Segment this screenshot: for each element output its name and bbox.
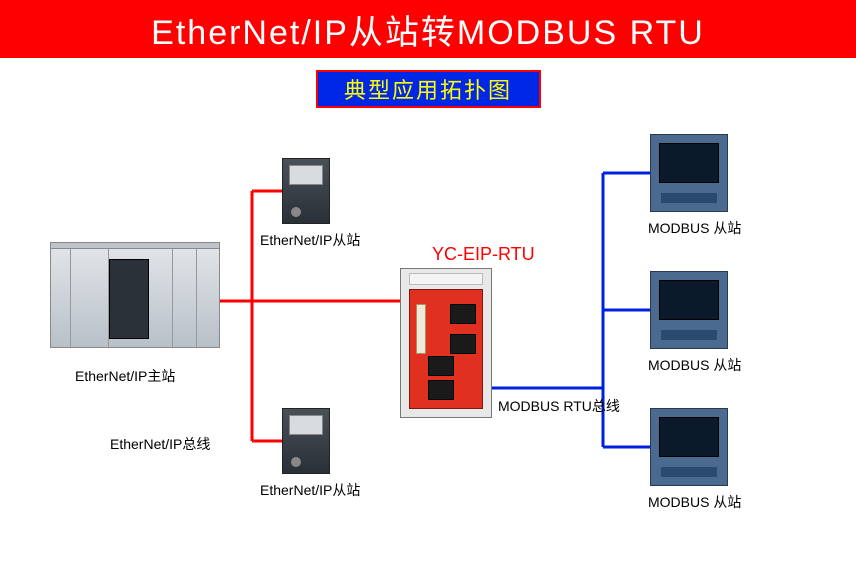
gateway-device	[400, 268, 492, 418]
subtitle-box: 典型应用拓扑图	[316, 70, 541, 108]
plc-master-device	[50, 248, 220, 358]
modbus-slave-3-device	[650, 408, 728, 486]
ethernet-slave-1-label: EtherNet/IP从站	[260, 230, 360, 250]
modbus-bus-label: MODBUS RTU总线	[498, 396, 620, 416]
ethernet-slave-1-device	[282, 158, 330, 224]
ethernet-bus-label: EtherNet/IP总线	[110, 434, 210, 454]
ethernet-slave-2-device	[282, 408, 330, 474]
header-title: EtherNet/IP从站转MODBUS RTU	[151, 5, 705, 54]
plc-master-label: EtherNet/IP主站	[75, 366, 175, 386]
modbus-slave-1-label: MODBUS 从站	[648, 218, 741, 238]
topology-diagram: EtherNet/IP主站 EtherNet/IP从站 EtherNet/IP从…	[0, 108, 856, 571]
ethernet-slave-2-label: EtherNet/IP从站	[260, 480, 360, 500]
modbus-slave-2-label: MODBUS 从站	[648, 355, 741, 375]
modbus-slave-1-device	[650, 134, 728, 212]
header-banner: EtherNet/IP从站转MODBUS RTU	[0, 0, 856, 58]
modbus-slave-2-device	[650, 271, 728, 349]
modbus-slave-3-label: MODBUS 从站	[648, 492, 741, 512]
gateway-label: YC-EIP-RTU	[432, 244, 535, 265]
subtitle-text: 典型应用拓扑图	[344, 73, 512, 105]
